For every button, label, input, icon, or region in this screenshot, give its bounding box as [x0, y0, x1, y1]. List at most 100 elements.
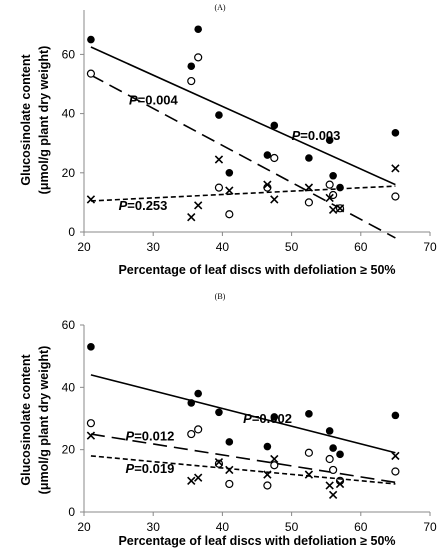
data-point [325, 193, 334, 203]
panel-label: (A) [214, 3, 225, 12]
data-point [194, 25, 202, 34]
y-tick-label: 60 [62, 47, 76, 61]
data-point [86, 69, 96, 78]
x-tick-label: 50 [285, 240, 299, 254]
data-point [391, 467, 400, 476]
y-tick-label: 40 [62, 107, 76, 121]
data-point [263, 442, 272, 451]
data-point [391, 164, 400, 173]
y-tick-label: 20 [62, 166, 76, 180]
x-tick-label: 70 [423, 520, 437, 534]
x-tick-label: 40 [216, 240, 230, 254]
trend-line [90, 455, 396, 485]
data-point [304, 198, 313, 207]
data-point [187, 476, 196, 485]
data-point [214, 183, 224, 192]
data-point [187, 399, 196, 407]
x-tick-label: 50 [285, 520, 299, 534]
data-point [194, 53, 203, 62]
trend-line [90, 46, 396, 186]
data-point [225, 438, 234, 446]
x-tick-label: 20 [77, 520, 91, 534]
data-point [305, 410, 313, 418]
data-point [328, 490, 338, 500]
data-point [329, 444, 337, 452]
data-point [335, 204, 345, 213]
panel-label: (B) [215, 292, 226, 301]
data-point [325, 427, 334, 435]
data-point [187, 213, 196, 222]
data-point [214, 457, 224, 467]
data-point [86, 195, 96, 204]
data-point [336, 183, 344, 192]
data-point [86, 419, 96, 428]
p-value-label: P=0.253 [119, 198, 168, 213]
data-point [263, 151, 272, 159]
data-point [86, 431, 96, 440]
data-point [194, 425, 203, 434]
data-point [270, 461, 279, 470]
data-point [391, 411, 400, 420]
p-value-label: P=0.004 [129, 93, 179, 108]
data-point [225, 479, 234, 489]
data-point [329, 465, 338, 475]
data-point [304, 448, 313, 457]
data-point [305, 154, 313, 162]
x-tick-label: 60 [354, 520, 368, 534]
x-axis-title: Percentage of leaf discs with defoliatio… [118, 263, 395, 277]
series-cross: P=0.253 [86, 155, 400, 222]
data-point [325, 136, 334, 145]
data-point [214, 155, 224, 164]
data-point [194, 389, 202, 398]
y-axis-unit: (μmol/g plant dry weight) [37, 46, 51, 195]
y-tick-label: 0 [68, 505, 75, 519]
data-point [263, 180, 272, 189]
x-tick-label: 30 [147, 520, 161, 534]
series-filled-circle: P=0.002 [87, 343, 400, 459]
data-point [225, 186, 234, 195]
data-point [391, 192, 400, 201]
data-point [194, 201, 203, 210]
series-cross: P=0.019 [86, 431, 400, 500]
data-point [187, 62, 196, 71]
series-filled-circle: P=0.003 [87, 25, 400, 192]
y-tick-label: 20 [62, 443, 76, 457]
x-tick-label: 30 [147, 240, 161, 254]
data-point [194, 473, 203, 482]
trend-line [90, 374, 396, 454]
data-point [225, 210, 234, 219]
y-tick-label: 0 [68, 225, 75, 239]
data-point [187, 76, 196, 86]
x-tick-label: 70 [423, 240, 437, 254]
trend-line [90, 74, 396, 239]
data-point [270, 195, 279, 204]
x-tick-label: 20 [77, 240, 91, 254]
y-tick-label: 60 [62, 318, 76, 332]
trend-line [90, 433, 396, 484]
data-point [263, 481, 272, 490]
y-axis-unit: (μmol/g plant dry weight) [37, 346, 51, 495]
y-axis-title: Glucosinolate content [19, 54, 33, 186]
data-point [336, 450, 344, 459]
data-point [325, 454, 334, 464]
p-value-label: P=0.012 [126, 428, 175, 443]
trend-line [90, 185, 396, 202]
data-point [325, 180, 334, 189]
x-tick-label: 60 [354, 240, 368, 254]
data-point [270, 454, 279, 464]
series-open-circle: P=0.012 [86, 419, 400, 490]
data-point [225, 465, 234, 475]
data-point [335, 479, 345, 489]
data-point [225, 169, 234, 177]
data-point [270, 413, 279, 421]
data-point [329, 171, 337, 180]
data-point [328, 205, 338, 214]
data-point [87, 343, 95, 351]
data-point [263, 470, 272, 479]
data-point [187, 429, 196, 439]
p-value-label: P=0.019 [126, 461, 175, 476]
data-point [215, 111, 223, 119]
data-point [270, 153, 279, 163]
